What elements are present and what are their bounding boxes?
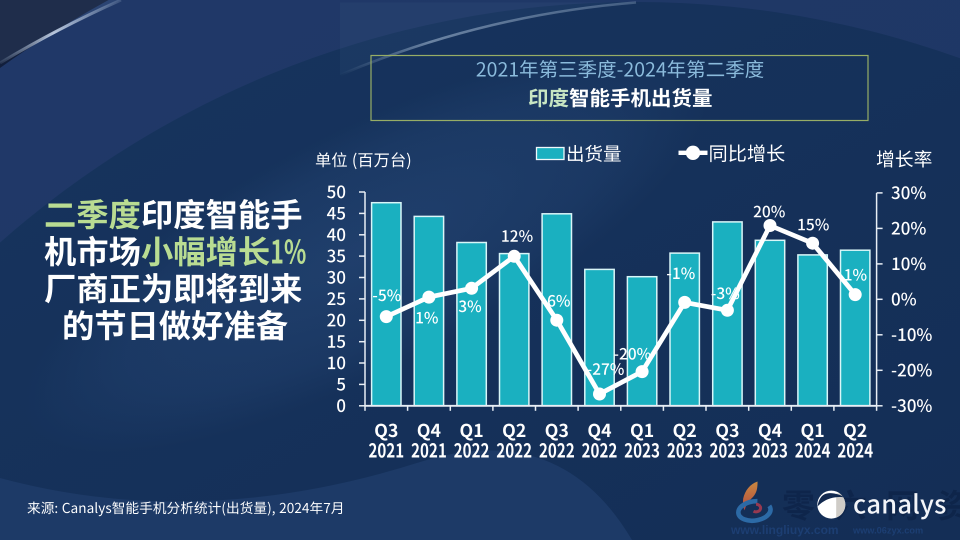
svg-text:www.06zyx.com: www.06zyx.com [852,526,923,536]
svg-text:www.lingliuyx.com: www.lingliuyx.com [730,523,839,537]
